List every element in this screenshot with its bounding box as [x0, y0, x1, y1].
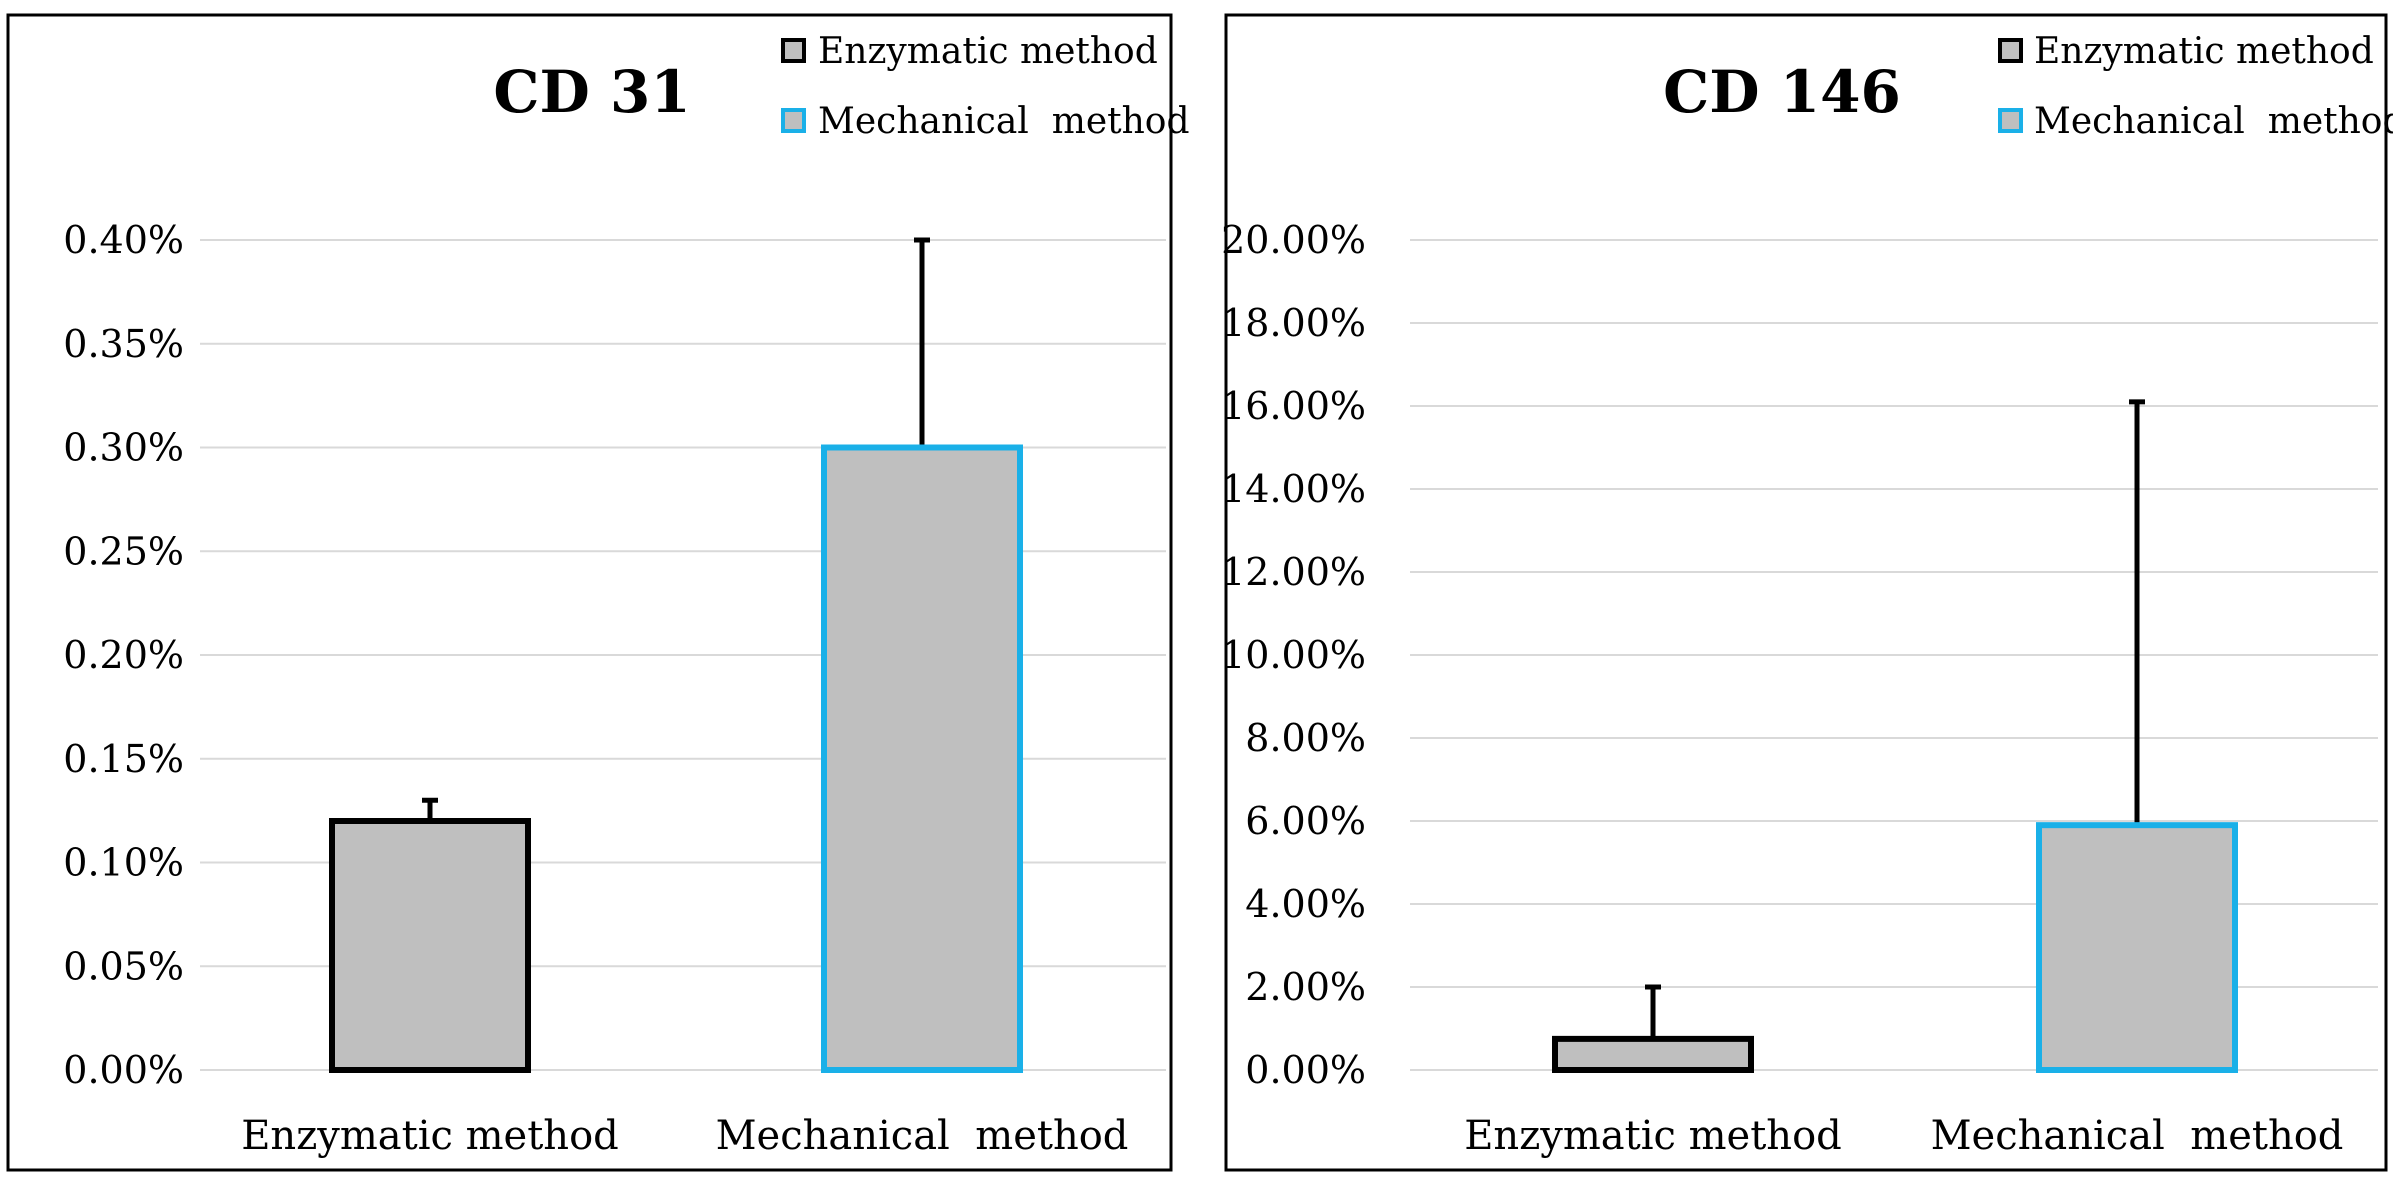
chart-cd146-error-bars [1645, 399, 2145, 1039]
chart-cd31: CD 31 Enzymatic method Mechanical method… [6, 13, 1190, 1172]
chart-cd31-x-tick-label-enzymatic: Enzymatic method [241, 1113, 619, 1159]
chart-cd31-y-tick-label: 0.00% [63, 1048, 184, 1092]
chart-cd146-y-tick-label: 12.00% [1221, 550, 1366, 594]
chart-cd146-legend-label-enzymatic: Enzymatic method [2034, 31, 2374, 72]
chart-cd31-y-tick-label: 0.10% [63, 841, 184, 885]
chart-cd31-legend-label-mechanical: Mechanical method [818, 101, 1190, 142]
chart-cd146-title: CD 146 [1663, 58, 1901, 126]
chart-cd146-y-axis: 0.00% 2.00% 4.00% 6.00% 8.00% 10.00% 12.00% 14.… [1221, 218, 1366, 1092]
chart-cd146-y-tick-label: 0.00% [1245, 1048, 1366, 1092]
chart-cd31-legend: Enzymatic method Mechanical method [781, 31, 1190, 142]
chart-cd146-x-tick-label-enzymatic: Enzymatic method [1464, 1113, 1842, 1159]
chart-cd146-bar-mechanical [2036, 822, 2238, 1074]
chart-cd31-legend-swatch-mechanical [781, 108, 806, 133]
chart-cd146-bars [1552, 822, 2238, 1074]
chart-cd31-y-tick-label: 0.30% [63, 426, 184, 470]
chart-cd146-y-tick-label: 16.00% [1221, 384, 1366, 428]
chart-cd31-x-tick-label-mechanical: Mechanical method [716, 1113, 1129, 1159]
chart-cd146-y-tick-label: 2.00% [1245, 965, 1366, 1009]
chart-cd31-y-tick-label: 0.05% [63, 944, 184, 988]
chart-cd146-legend-label-mechanical: Mechanical method [2034, 101, 2393, 142]
chart-cd31-x-axis: Enzymatic method Mechanical method [241, 1113, 1128, 1159]
chart-cd146-y-tick-label: 4.00% [1245, 882, 1366, 926]
chart-cd146-y-tick-label: 10.00% [1221, 633, 1366, 677]
chart-cd31-legend-swatch-enzymatic [781, 38, 806, 63]
chart-cd31-bar-mechanical [821, 444, 1023, 1073]
chart-cd146-y-tick-label: 14.00% [1221, 467, 1366, 511]
chart-cd146-x-tick-label-mechanical: Mechanical method [1931, 1113, 2344, 1159]
chart-cd146-y-tick-label: 18.00% [1221, 301, 1366, 345]
chart-cd146-y-tick-label: 6.00% [1245, 799, 1366, 843]
chart-cd146: CD 146 Enzymatic method Mechanical metho… [1221, 13, 2393, 1172]
chart-cd31-y-axis: 0.00% 0.05% 0.10% 0.15% 0.20% 0.25% 0.30% 0.35%… [63, 218, 184, 1092]
chart-cd31-y-tick-label: 0.20% [63, 633, 184, 677]
chart-cd31-y-tick-label: 0.25% [63, 529, 184, 573]
chart-cd146-x-axis: Enzymatic method Mechanical method [1464, 1113, 2343, 1159]
chart-cd146-legend-swatch-mechanical [1998, 108, 2023, 133]
chart-cd31-bars [329, 444, 1023, 1073]
chart-cd146-y-tick-label: 8.00% [1245, 716, 1366, 760]
chart-cd31-title: CD 31 [493, 58, 690, 126]
chart-cd31-y-tick-label: 0.35% [63, 322, 184, 366]
chart-cd146-legend: Enzymatic method Mechanical method [1998, 31, 2393, 142]
chart-cd146-y-tick-label: 20.00% [1221, 218, 1366, 262]
chart-cd146-legend-swatch-enzymatic [1998, 38, 2023, 63]
chart-cd146-bar-enzymatic [1552, 1035, 1754, 1073]
chart-cd31-bar-enzymatic [329, 818, 531, 1073]
chart-cd31-error-bars [422, 237, 930, 821]
chart-cd31-legend-label-enzymatic: Enzymatic method [818, 31, 1158, 72]
chart-cd31-y-tick-label: 0.40% [63, 218, 184, 262]
chart-cd31-y-tick-label: 0.15% [63, 737, 184, 781]
